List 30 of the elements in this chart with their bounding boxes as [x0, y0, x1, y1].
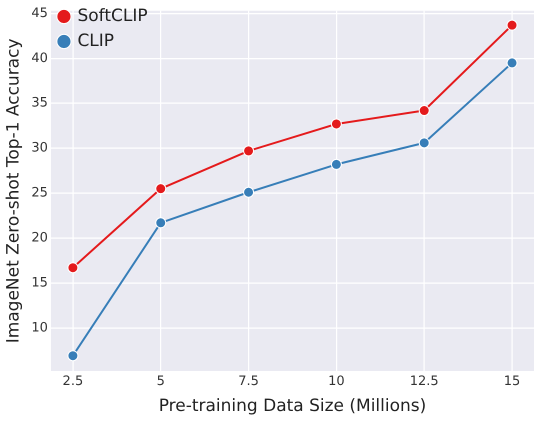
point — [67, 350, 78, 362]
point — [330, 118, 342, 130]
x-axis-title: Pre-training Data Size (Millions) — [158, 396, 426, 416]
point — [243, 186, 254, 198]
point — [506, 57, 518, 68]
point — [506, 20, 518, 31]
point — [155, 183, 166, 194]
y-tick-label: 10 — [31, 320, 48, 336]
x-tick-label: 12.5 — [410, 374, 439, 390]
x-tick-label: 5 — [156, 374, 165, 390]
y-tick-label: 45 — [31, 6, 48, 21]
y-tick-label: 25 — [31, 186, 48, 201]
x-tick-label: 15 — [504, 374, 520, 390]
y-tick-label: 35 — [31, 96, 48, 111]
legend-label: SoftCLIP — [77, 6, 148, 26]
legend-label: CLIP — [77, 30, 114, 51]
x-tick-label: 10 — [328, 374, 345, 390]
x-tick-label: 2.5 — [62, 374, 84, 390]
y-tick-label: 40 — [31, 50, 48, 66]
point — [418, 137, 430, 148]
y-tick-label: 15 — [31, 275, 48, 290]
point — [155, 217, 166, 228]
y-axis-title: ImageNet Zero-shot Top-1 Accuracy — [4, 38, 24, 344]
point — [418, 105, 430, 116]
point — [67, 262, 78, 274]
x-tick-label: 7.5 — [238, 374, 259, 390]
point — [243, 145, 254, 156]
point — [330, 158, 342, 170]
y-tick-label: 20 — [31, 230, 48, 246]
y-tick-label: 30 — [31, 140, 48, 156]
